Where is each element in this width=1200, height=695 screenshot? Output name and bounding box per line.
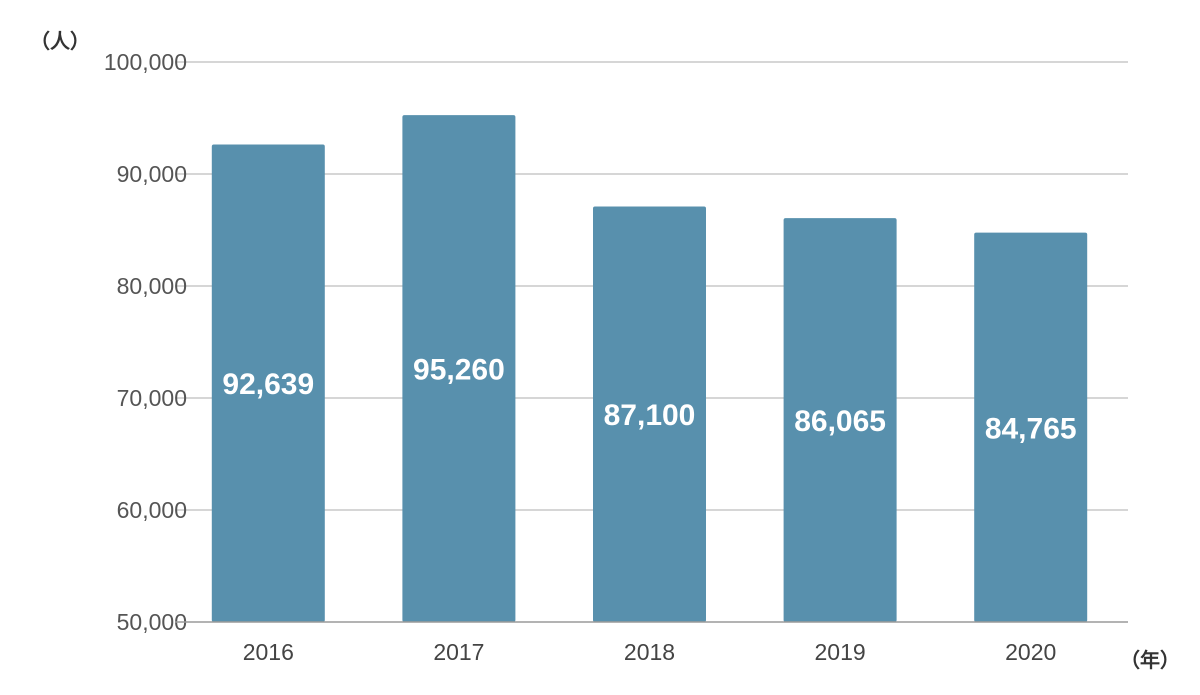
data-label-2018: 87,100 bbox=[604, 399, 696, 432]
y-tick-label: 90,000 bbox=[117, 161, 187, 187]
data-label-2020: 84,765 bbox=[985, 412, 1077, 445]
bar-2019 bbox=[783, 218, 897, 622]
y-tick-label: 100,000 bbox=[104, 49, 187, 75]
data-label-2017: 95,260 bbox=[413, 354, 505, 387]
x-axis-ticks: 2016 2017 2018 2019 2020 bbox=[243, 639, 1057, 665]
x-tick-label-2020: 2020 bbox=[1005, 639, 1056, 665]
bar-2017 bbox=[402, 115, 516, 622]
y-tick-label: 80,000 bbox=[117, 273, 187, 299]
x-tick-label-2019: 2019 bbox=[815, 639, 866, 665]
x-axis-unit-label: （年） bbox=[1120, 648, 1180, 672]
x-tick-label-2016: 2016 bbox=[243, 639, 294, 665]
bar-2020 bbox=[974, 232, 1088, 622]
bar-2016 bbox=[211, 144, 325, 622]
y-axis-unit-label: （人） bbox=[30, 29, 90, 53]
bars bbox=[211, 115, 1088, 623]
x-tick-label-2017: 2017 bbox=[433, 639, 484, 665]
y-tick-label: 60,000 bbox=[117, 497, 187, 523]
x-tick-label-2018: 2018 bbox=[624, 639, 675, 665]
data-labels: 92,639 95,260 87,100 86,065 84,765 bbox=[222, 354, 1076, 446]
y-tick-label: 70,000 bbox=[117, 385, 187, 411]
bar-2018 bbox=[593, 206, 706, 623]
data-label-2019: 86,065 bbox=[794, 405, 886, 438]
data-label-2016: 92,639 bbox=[222, 368, 314, 401]
